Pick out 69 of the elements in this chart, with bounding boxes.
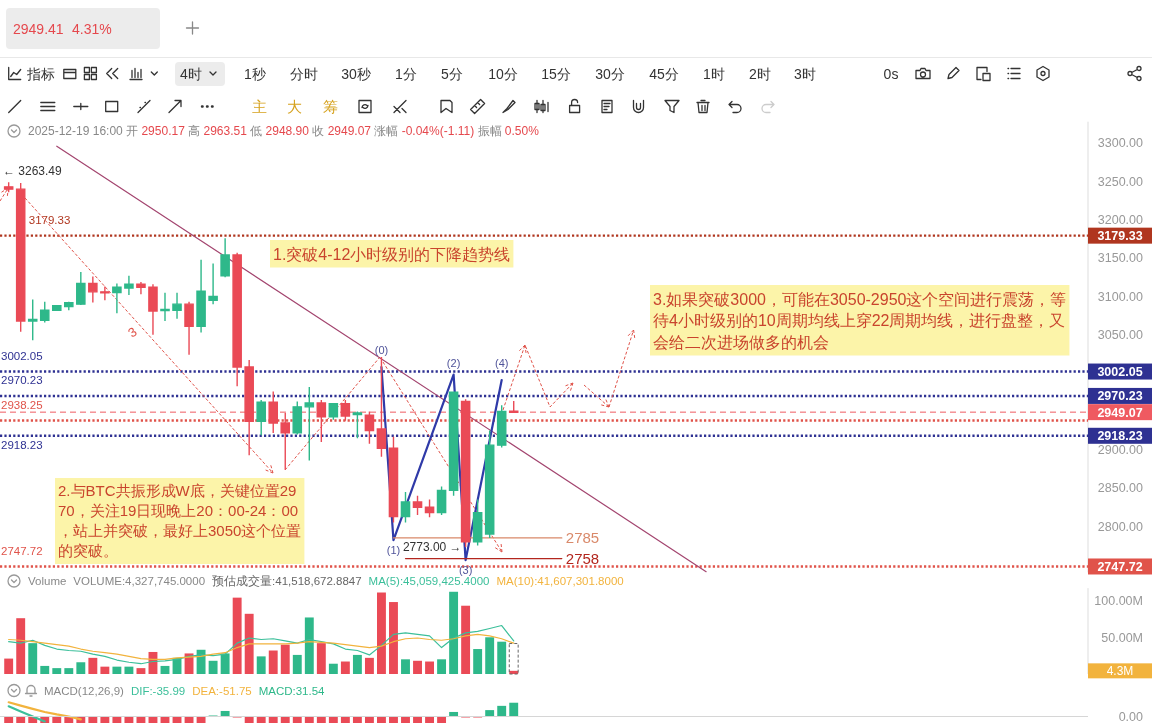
- text: 45分: [649, 65, 679, 82]
- ytick: 3300.00: [1097, 136, 1143, 151]
- ytick: 3050.00: [1097, 328, 1143, 343]
- ref-line-label: 2747.72: [1097, 559, 1143, 574]
- text: 15分: [541, 65, 571, 82]
- text: 1秒: [244, 65, 266, 82]
- text: MA(5):45,059,425.4000: [368, 575, 490, 587]
- annotation: ← 3263.49: [3, 164, 63, 178]
- ref-line-label: 3002.05: [1097, 365, 1143, 380]
- text: 指标: [26, 65, 55, 82]
- ref-line-label: 2949.07: [1097, 405, 1143, 420]
- text: MA(10):41,607,301.8000: [496, 575, 624, 587]
- text: 2时: [749, 65, 771, 82]
- text: 10分: [488, 65, 518, 82]
- text: 分时: [290, 65, 318, 82]
- chart-title: Volume: [28, 575, 67, 587]
- annotation: (2): [446, 357, 461, 370]
- chart-subtitle: VOLUME:4,327,745.0000: [73, 575, 206, 587]
- ytick: 3100.00: [1097, 289, 1143, 304]
- text: 2949.41: [13, 21, 64, 37]
- text: 4时: [180, 65, 202, 82]
- ytick: 2850.00: [1097, 481, 1143, 496]
- ytick: 3250.00: [1097, 174, 1143, 189]
- text: 大: [286, 98, 302, 115]
- series-label: 2785: [565, 528, 600, 546]
- ytick: 3200.00: [1097, 213, 1143, 228]
- text: 1分: [395, 65, 417, 82]
- ref-line-label: 3179.33: [1097, 229, 1143, 244]
- ytick: 2800.00: [1097, 519, 1143, 534]
- text: 筹: [322, 98, 338, 115]
- note: 1.突破4-12小时级别的下降趋势线: [270, 240, 514, 268]
- ytick: 100.00M: [1094, 593, 1143, 608]
- text: 30分: [595, 65, 625, 82]
- text: 3002.05: [1, 350, 43, 363]
- text: 2025-12-19 16:00 开 2950.17 高 2963.51 低 2948.90 收 2949.07 涨幅 -0.04%(-1.11) 振幅 0.50%: [28, 124, 539, 138]
- text: 3时: [794, 65, 816, 82]
- series-label: 2758: [565, 549, 600, 567]
- text: 2970.23: [1, 374, 43, 387]
- text: 1时: [703, 65, 725, 82]
- annotation: 3: [125, 324, 140, 341]
- text: 5分: [441, 65, 463, 82]
- text: 0.00: [1118, 709, 1144, 723]
- ytick: 50.00M: [1101, 630, 1143, 645]
- ref-line-label: 2938.25: [1, 398, 43, 411]
- note: 3.如果突破3000，可能在3050-2950这个空间进行震荡，等待4小时级别的10周期均线上穿22周期均线，进行盘整，又会给二次进场做多的机会: [650, 285, 1070, 356]
- text: 预估成交量:41,518,672.8847: [212, 574, 362, 587]
- text: 4.31%: [72, 21, 112, 37]
- ref-line-label: 2918.23: [1, 438, 43, 451]
- text: 主: [251, 98, 267, 115]
- annotation: 1.突破4-12小时级别的下降趋势线: [273, 245, 511, 263]
- annotation: (0): [374, 343, 389, 356]
- annotation: (3): [458, 563, 473, 576]
- text: DEA:-51.75: [192, 684, 252, 697]
- ref-line-label: 2970.23: [1097, 389, 1143, 404]
- annotation: (4): [494, 357, 509, 370]
- text: 3179.33: [28, 214, 71, 227]
- text: DIF:-35.99: [130, 684, 186, 697]
- annotation: (1): [386, 543, 401, 556]
- text: 0s: [883, 65, 899, 82]
- ytick: 3150.00: [1097, 251, 1143, 266]
- ytick: 2900.00: [1097, 443, 1143, 458]
- text: 2747.72: [1, 544, 43, 557]
- chart-title: MACD(12,26,9): [44, 684, 125, 697]
- text: 30秒: [341, 65, 371, 82]
- text: 4.3M: [1106, 664, 1134, 679]
- text: 2918.23: [1097, 429, 1143, 444]
- series-label: MACD:31.54: [258, 684, 326, 697]
- annotation: 2773.00 →: [402, 540, 462, 555]
- note: 2.与BTC共振形成W底，关键位置2970，关注19日现晚上20：00-24：00，站上并突破，最好上3050这个位置的突破。: [55, 478, 305, 564]
